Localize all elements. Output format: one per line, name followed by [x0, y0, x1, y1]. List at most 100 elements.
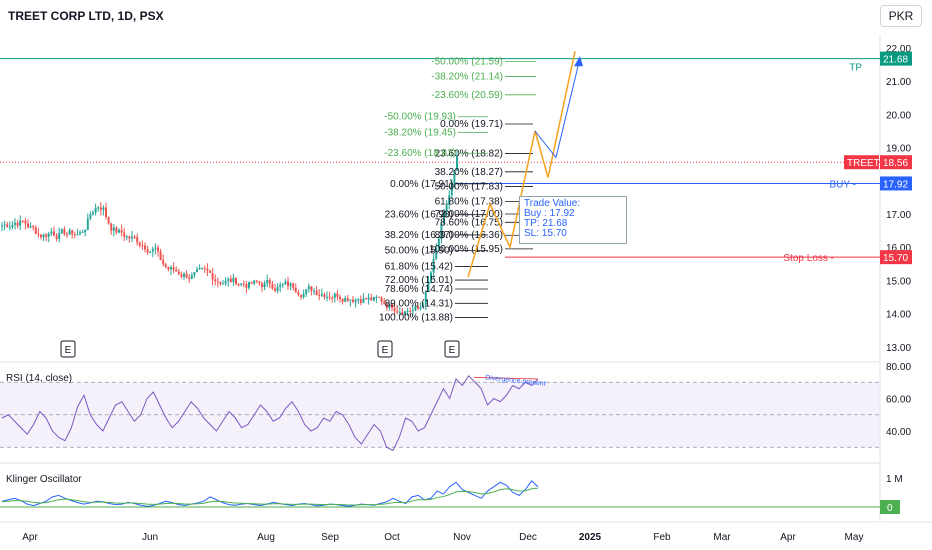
candle: [307, 283, 310, 293]
candle: [63, 226, 66, 236]
candle: [164, 262, 167, 269]
candle: [16, 219, 19, 229]
candle: [81, 229, 84, 234]
candle: [320, 288, 323, 297]
series-label: BUY -: [830, 179, 857, 190]
candle: [1, 221, 3, 232]
candle: [383, 298, 386, 305]
candle: [92, 210, 94, 216]
fib-ext-1-label: -50.00% (19.93): [384, 112, 456, 123]
candle: [177, 268, 180, 276]
klinger-signal-line: [1, 487, 539, 506]
candle: [393, 303, 396, 316]
candle: [183, 272, 185, 280]
candle: [3, 220, 6, 231]
fib-2-label: 38.20% (18.27): [435, 167, 503, 178]
price-tick-label: 14.00: [886, 310, 911, 321]
divergence-line: [473, 376, 539, 380]
fib-2-label: 61.80% (17.38): [435, 196, 503, 207]
candle: [24, 217, 27, 230]
earnings-marker: [60, 340, 76, 358]
series-label: TREET: [847, 158, 880, 169]
candle: [157, 245, 159, 257]
candle: [326, 291, 328, 302]
candle: [242, 280, 245, 288]
price-tag-value: 15.70: [883, 253, 908, 264]
price-tag-stop-loss: [880, 250, 912, 265]
time-tick-label: Sep: [321, 532, 339, 543]
candle: [349, 299, 352, 307]
candle: [110, 222, 113, 235]
candle: [302, 289, 305, 300]
candle: [175, 266, 178, 272]
candle: [105, 202, 107, 220]
candle: [323, 292, 326, 300]
klinger-zero-tag: [880, 500, 900, 514]
candle: [391, 303, 393, 312]
price-tick-label: 15.00: [886, 276, 911, 287]
candle: [328, 291, 331, 301]
earnings-marker-label: E: [65, 345, 72, 356]
candle: [406, 307, 409, 316]
candle: [419, 302, 422, 311]
series-tag: [844, 155, 879, 170]
rsi-tick-label: 80.00: [886, 362, 911, 373]
candle: [443, 208, 445, 226]
projection-path: [467, 51, 576, 278]
candle: [388, 302, 391, 311]
candle: [261, 281, 263, 292]
candle: [167, 266, 170, 272]
price-tick-label: 21.00: [886, 77, 911, 88]
price-tag-value: 17.92: [883, 179, 908, 190]
fib-1-label: 78.60% (14.74): [385, 284, 453, 295]
candle: [237, 283, 240, 287]
candle: [89, 211, 92, 221]
candle: [84, 229, 87, 237]
time-tick-label: Apr: [780, 532, 796, 543]
fib-2-label: 50.00% (17.83): [435, 181, 503, 192]
candle: [440, 220, 443, 244]
candle: [50, 227, 53, 237]
candle: [370, 293, 373, 301]
candle: [310, 286, 313, 296]
candle: [245, 280, 248, 294]
fib-ext-2-label: -38.20% (21.14): [431, 72, 503, 83]
candle: [268, 277, 271, 289]
candle: [227, 277, 230, 287]
arrow-head: [574, 56, 583, 67]
candle: [372, 296, 375, 302]
earnings-marker-label: E: [382, 345, 389, 356]
candle: [40, 234, 42, 240]
candle: [214, 274, 217, 286]
time-tick-label: Apr: [22, 532, 38, 543]
candle: [336, 290, 339, 301]
candle: [86, 213, 89, 231]
candle: [271, 281, 274, 291]
candle: [172, 262, 175, 274]
fib-1-label: 23.60% (16.98): [385, 210, 453, 221]
candle: [318, 289, 321, 301]
time-tick-label: Mar: [713, 532, 731, 543]
price-tag-tp: [880, 51, 912, 66]
candle: [263, 280, 266, 291]
fib-1-label: 50.00% (15.90): [385, 246, 453, 257]
projection-arrow: [534, 57, 581, 159]
candle: [14, 218, 16, 230]
candle: [352, 295, 354, 304]
candle: [37, 228, 40, 238]
candle: [344, 295, 347, 303]
fib-1-label: 72.00% (15.01): [385, 275, 453, 286]
klinger-tick-label: 1 M: [886, 474, 903, 485]
candle: [424, 290, 427, 311]
candle: [133, 234, 136, 240]
currency-button[interactable]: PKR: [880, 5, 922, 27]
candle: [29, 222, 32, 229]
candle: [284, 278, 287, 286]
candle: [365, 297, 367, 300]
trade-box-buy: Buy : 17.92: [524, 208, 575, 219]
candle: [188, 273, 191, 283]
klinger-line: [1, 480, 539, 507]
candle: [97, 206, 100, 212]
candle: [222, 279, 224, 285]
